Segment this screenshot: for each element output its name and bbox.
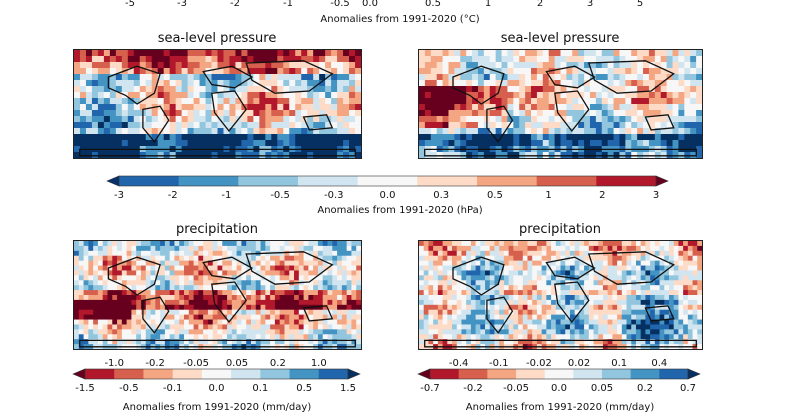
slp-colorbar-segment: [596, 176, 657, 186]
slp-colorbar-segment: [298, 176, 359, 186]
temperature-tick: -5: [125, 0, 135, 9]
precip-right-colorbar-tick: -0.7: [420, 383, 440, 394]
precip-left-colorbar-tick: 1.5: [340, 383, 356, 394]
precip-right-colorbar-tick: 0.2: [637, 383, 653, 394]
precip-left-colorbar: -1.5 -0.5 -0.1 0.0 0.1 0.5 1.5 -1.0 -0.2 -0.05 0.0…: [72, 358, 361, 394]
precip-left-colorbar-segment: [318, 369, 349, 379]
precip-right-map: [418, 240, 703, 350]
precip-right-colorbar-tick: -0.2: [463, 383, 483, 394]
slp-left-map: [73, 49, 362, 159]
precip-left-colorbar-tick-top: -0.05: [183, 358, 209, 369]
precip-left-colorbar-tick-top: 0.2: [270, 358, 286, 369]
precip-left-colorbar-tick: 0.1: [252, 383, 268, 394]
slp-colorbar-tick: 0.0: [380, 190, 396, 201]
slp-colorbar-tick: -1: [221, 190, 231, 201]
precip-left-colorbar-frame: [84, 368, 349, 380]
precip-right-title: precipitation: [519, 222, 601, 237]
precip-right-colorbar-tick-top: -0.02: [526, 358, 552, 369]
precip-left-colorbar-segment: [201, 369, 232, 379]
precip-right-colorbar-tick-top: 0.02: [568, 358, 590, 369]
slp-colorbar-tick: 2: [599, 190, 605, 201]
temperature-tick: -1: [283, 0, 293, 9]
temperature-colorbar-label: Anomalies from 1991-2020 (°C): [320, 14, 480, 25]
precip-right-colorbar-frame: [429, 368, 689, 380]
temperature-tick: 5: [636, 0, 644, 9]
slp-colorbar-tick: -3: [114, 190, 124, 201]
precip-right-colorbar-segment: [630, 369, 660, 379]
precip-right-colorbar-segment: [573, 369, 603, 379]
precip-left-colorbar-segment: [143, 369, 174, 379]
precip-right-colorbar-tick-top: -0.4: [449, 358, 469, 369]
slp-colorbar-tick: 3: [653, 190, 659, 201]
precip-left-colorbar-tick: -0.1: [163, 383, 183, 394]
slp-colorbar-segment: [477, 176, 538, 186]
slp-colorbar-segment: [417, 176, 478, 186]
slp-colorbar-tick: 0.3: [433, 190, 449, 201]
precip-right-colorbar-label: Anomalies from 1991-2020 (mm/day): [465, 402, 655, 413]
slp-colorbar-segment: [357, 176, 418, 186]
precip-left-colorbar-extend-high: [347, 368, 361, 380]
precip-left-colorbar-tick: -1.5: [75, 383, 95, 394]
precip-right-colorbar-tick-top: 0.4: [651, 358, 667, 369]
precip-right-colorbar-extend-high: [687, 368, 701, 380]
slp-colorbar-frame: [118, 175, 657, 187]
precip-left-colorbar-segment: [260, 369, 291, 379]
precip-right-colorbar-segment: [544, 369, 574, 379]
slp-colorbar-tick: -0.3: [324, 190, 344, 201]
temperature-tick: -2: [230, 0, 240, 9]
precip-right-colorbar-extend-low: [417, 368, 431, 380]
temperature-tick: 3: [586, 0, 594, 9]
slp-left-title: sea-level pressure: [157, 31, 277, 46]
precip-left-colorbar-segment: [289, 369, 320, 379]
slp-colorbar-label: Anomalies from 1991-2020 (hPa): [317, 205, 483, 216]
slp-colorbar-segment: [238, 176, 299, 186]
precip-left-colorbar-tick-top: -0.2: [145, 358, 165, 369]
slp-right-map: [418, 49, 703, 159]
temperature-tick: -3: [177, 0, 187, 9]
precip-left-colorbar-label: Anomalies from 1991-2020 (mm/day): [122, 402, 312, 413]
temperature-tick: 2: [536, 0, 544, 9]
precip-left-map: [73, 240, 362, 350]
slp-colorbar-tick: -0.5: [270, 190, 290, 201]
precip-right-colorbar-segment: [458, 369, 488, 379]
precip-left-colorbar-tick-top: -1.0: [104, 358, 124, 369]
slp-colorbar-tick: 1: [545, 190, 551, 201]
slp-colorbar-extend-low: [106, 175, 120, 187]
precip-right-colorbar-segment: [659, 369, 689, 379]
slp-colorbar-extend-high: [655, 175, 669, 187]
precip-left-colorbar-segment: [231, 369, 261, 379]
slp-colorbar-segment: [119, 176, 180, 186]
slp-colorbar-segment: [536, 176, 597, 186]
slp-right-title: sea-level pressure: [500, 31, 620, 46]
precip-right-colorbar-tick: 0.05: [591, 383, 613, 394]
precip-left-colorbar-segment: [114, 369, 144, 379]
slp-colorbar: -3 -2 -1 -0.5 -0.3 0.0 0.3 0.5 1 2 3: [106, 175, 669, 201]
precip-left-title: precipitation: [176, 222, 258, 237]
precip-right-colorbar: -0.7 -0.2 -0.05 0.0 0.05 0.2 0.7 -0.4 -0.1 -0.02 0…: [417, 358, 701, 394]
precip-left-colorbar-segment: [85, 369, 115, 379]
precip-right-colorbar-tick: 0.0: [551, 383, 567, 394]
temperature-tick: 0.5: [425, 0, 441, 9]
slp-colorbar-segment: [178, 176, 239, 186]
precip-right-colorbar-segment: [516, 369, 546, 379]
precip-left-colorbar-tick: 0.5: [296, 383, 312, 394]
precip-right-colorbar-tick: -0.05: [503, 383, 529, 394]
slp-colorbar-tick: 0.5: [487, 190, 503, 201]
precip-right-colorbar-tick-top: -0.1: [489, 358, 509, 369]
precip-right-colorbar-segment: [602, 369, 632, 379]
precip-left-colorbar-tick: -0.5: [119, 383, 139, 394]
precip-right-colorbar-tick: 0.7: [680, 383, 696, 394]
temperature-tick: 1: [484, 0, 492, 9]
precip-left-colorbar-tick: 0.0: [209, 383, 225, 394]
precip-left-colorbar-segment: [172, 369, 203, 379]
temperature-tick: 0.0: [362, 0, 378, 9]
precip-right-colorbar-segment: [430, 369, 460, 379]
precip-left-colorbar-tick-top: 1.0: [311, 358, 327, 369]
precip-left-colorbar-tick-top: 0.05: [226, 358, 248, 369]
precip-left-colorbar-extend-low: [72, 368, 86, 380]
precip-right-colorbar-tick-top: 0.1: [611, 358, 627, 369]
temperature-tick: -0.5: [330, 0, 350, 9]
slp-colorbar-tick: -2: [168, 190, 178, 201]
precip-right-colorbar-segment: [487, 369, 517, 379]
